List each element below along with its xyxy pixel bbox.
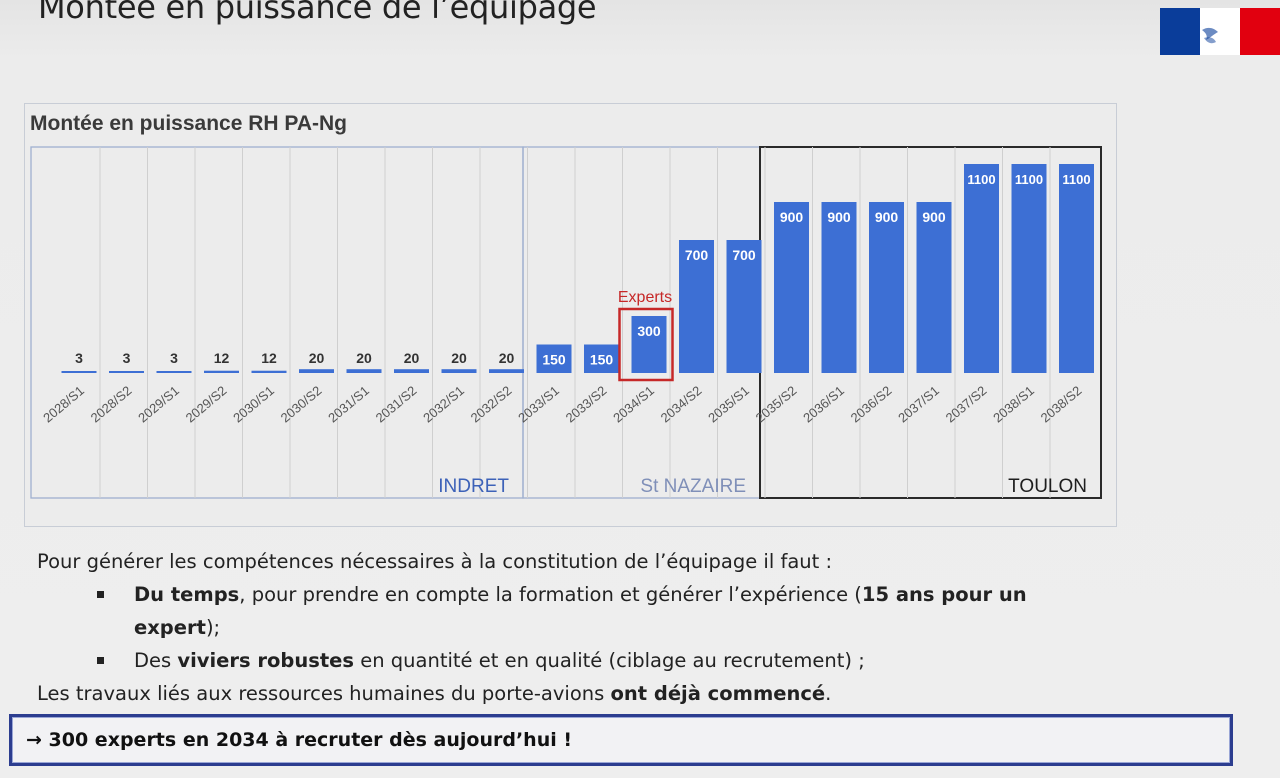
- x-tick-label: 2028/S1: [40, 383, 87, 426]
- data-label: 900: [827, 209, 851, 225]
- bar: [774, 202, 809, 373]
- intro-line: Pour générer les compétences nécessaires…: [37, 550, 833, 573]
- data-label: 20: [356, 350, 372, 366]
- bar: [204, 370, 239, 373]
- bar: [916, 202, 952, 373]
- x-tick-label: 2028/S2: [88, 383, 135, 426]
- data-label: 3: [170, 350, 178, 366]
- data-label: 1100: [1062, 172, 1090, 187]
- data-label: 1100: [1015, 172, 1043, 187]
- key-message-box: → 300 experts en 2034 à recruter dès auj…: [9, 714, 1233, 766]
- bar: [489, 369, 524, 373]
- data-label: 150: [542, 352, 566, 368]
- data-label: 900: [922, 209, 946, 225]
- list-item: Du temps, pour prendre en compte la form…: [37, 578, 1217, 644]
- bullet-icon: [97, 591, 104, 598]
- bar: [536, 344, 572, 373]
- data-label: 20: [309, 350, 325, 366]
- key-message: → 300 experts en 2034 à recruter dès auj…: [26, 729, 573, 751]
- experts-annotation-label: Experts: [618, 289, 672, 306]
- bar: [584, 344, 619, 373]
- data-label: 150: [590, 352, 614, 368]
- data-label: 20: [499, 350, 515, 366]
- x-tick-label: 2033/S1: [515, 383, 562, 426]
- data-label: 700: [732, 247, 756, 263]
- data-label: 12: [214, 350, 230, 366]
- bar: [346, 369, 382, 373]
- bar: [299, 369, 334, 373]
- data-label: 12: [261, 350, 277, 366]
- bar: [156, 371, 192, 373]
- bar: [726, 240, 762, 373]
- data-label: 20: [404, 350, 420, 366]
- bar: [1059, 164, 1094, 373]
- x-tick-label: 2031/S1: [325, 383, 372, 426]
- chart-title: Montée en puissance RH PA-Ng: [30, 112, 347, 135]
- data-label: 3: [123, 350, 131, 366]
- republique-francaise-logo: [1160, 8, 1280, 55]
- bar: [679, 240, 714, 373]
- x-tick-label: 2038/S2: [1038, 383, 1085, 426]
- x-tick-label: 2034/S2: [658, 383, 705, 426]
- x-tick-label: 2035/S1: [705, 383, 752, 426]
- x-tick-label: 2029/S2: [183, 383, 230, 426]
- slide-title: Montée en puissance de l’équipage: [38, 0, 597, 26]
- bar: [631, 316, 667, 373]
- bar: [964, 164, 999, 373]
- site-label: TOULON: [1008, 476, 1087, 497]
- bar: [821, 202, 857, 373]
- x-tick-label: 2037/S1: [895, 383, 942, 426]
- list-item: Des viviers robustes en quantité et en q…: [37, 644, 1217, 677]
- body-text: Pour générer les compétences nécessaires…: [37, 545, 1217, 710]
- x-tick-label: 2032/S1: [420, 383, 467, 426]
- data-label: 1100: [967, 172, 995, 187]
- requirements-list: Du temps, pour prendre en compte la form…: [37, 578, 1217, 677]
- bar: [251, 370, 287, 373]
- bar: [869, 202, 904, 373]
- site-label: St NAZAIRE: [640, 476, 746, 497]
- x-tick-label: 2031/S2: [373, 383, 420, 426]
- bar: [1011, 164, 1047, 373]
- data-label: 900: [875, 209, 899, 225]
- x-tick-label: 2036/S2: [848, 383, 895, 426]
- bar: [109, 371, 144, 373]
- x-tick-label: 2037/S2: [943, 383, 990, 426]
- bar: [61, 371, 97, 373]
- bar: [441, 369, 477, 373]
- bar: [394, 369, 429, 373]
- x-tick-label: 2038/S1: [990, 383, 1037, 426]
- site-label: INDRET: [438, 476, 509, 497]
- x-tick-label: 2032/S2: [468, 383, 515, 426]
- experts-highlight-box: [618, 307, 674, 382]
- x-tick-label: 2030/S1: [230, 383, 277, 426]
- data-label: 700: [685, 247, 709, 263]
- x-tick-label: 2030/S2: [278, 383, 325, 426]
- site-zone: [30, 146, 524, 499]
- x-tick-label: 2034/S1: [610, 383, 657, 426]
- data-label: 900: [780, 209, 804, 225]
- x-tick-label: 2036/S1: [800, 383, 847, 426]
- closing-line: Les travaux liés aux ressources humaines…: [37, 682, 832, 705]
- data-label: 20: [451, 350, 467, 366]
- data-label: 3: [75, 350, 83, 366]
- data-label: 300: [637, 323, 661, 339]
- x-tick-label: 2033/S2: [563, 383, 610, 426]
- x-tick-label: 2029/S1: [135, 383, 182, 426]
- bullet-icon: [97, 657, 104, 664]
